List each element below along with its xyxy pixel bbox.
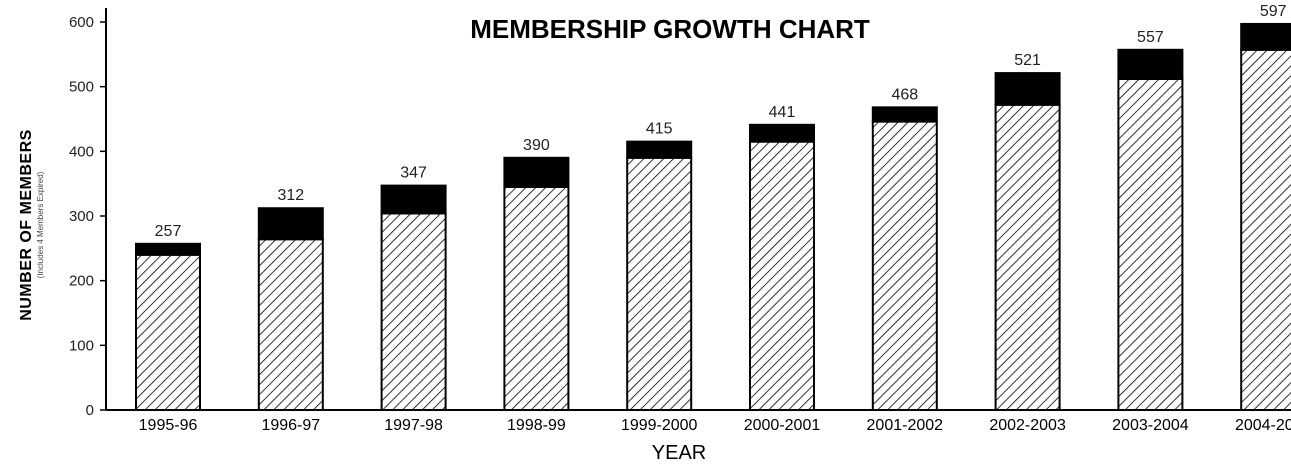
bar-segment-solid [503, 156, 570, 188]
bar-segment-hatched [135, 253, 201, 411]
bar-value-label: 415 [646, 121, 673, 138]
bar-segment-hatched [871, 120, 938, 411]
y-axis-label: NUMBER OF MEMBERS [18, 129, 35, 321]
y-tick-label: 600 [69, 14, 94, 31]
x-category-label: 2003-2004 [1112, 417, 1189, 434]
bar-value-label: 312 [277, 187, 304, 204]
value-labels: 257 312 347 390 415 441 468 521 557 597 [155, 3, 1287, 240]
y-axis-sublabel: (Includes 4 Members Expired) [36, 171, 45, 278]
bar-segment-hatched [994, 103, 1061, 411]
x-category-label: 2000-2001 [744, 417, 821, 434]
bar-value-label: 390 [523, 137, 550, 154]
x-category-label: 1998-99 [507, 417, 566, 434]
y-tick-label: 300 [69, 208, 94, 225]
x-category-label: 2002-2003 [989, 417, 1066, 434]
bar-segment-solid [380, 184, 447, 215]
y-axis-label-group: NUMBER OF MEMBERS (Includes 4 Members Ex… [18, 129, 45, 321]
y-tick-label: 0 [86, 402, 94, 419]
bar-segment-solid [871, 106, 938, 123]
x-category-label: 1995-96 [139, 417, 198, 434]
category-labels: 1995-96 1996-97 1997-98 1998-99 1999-2000 200… [139, 417, 1291, 434]
bar-value-label: 597 [1260, 3, 1287, 20]
bar-segment-solid [1117, 48, 1184, 80]
bar-segment-solid [135, 242, 201, 256]
bar-value-label: 441 [769, 104, 796, 121]
bar-segment-solid [994, 72, 1061, 106]
y-tick-label: 500 [69, 79, 94, 96]
x-category-label: 2001-2002 [867, 417, 944, 434]
y-tick-label: 400 [69, 143, 94, 160]
y-ticks: 0 100 200 300 400 500 600 [69, 14, 106, 419]
x-category-label: 1997-98 [384, 417, 443, 434]
bar-segment-hatched [380, 212, 447, 411]
bar-segment-hatched [1117, 77, 1184, 411]
bar-value-label: 347 [400, 165, 427, 182]
bar-segment-solid [749, 123, 815, 143]
bars [135, 22, 1291, 411]
bar-value-label: 468 [891, 86, 918, 103]
x-category-label: 1996-97 [261, 417, 320, 434]
x-category-label: 1999-2000 [621, 417, 698, 434]
x-axis-label: YEAR [652, 442, 706, 464]
bar-segment-hatched [749, 140, 815, 411]
bar-segment-solid [626, 140, 693, 159]
bar-value-label: 557 [1137, 29, 1164, 46]
bar-segment-solid [1240, 22, 1291, 51]
y-tick-label: 200 [69, 273, 94, 290]
chart-title: MEMBERSHIP GROWTH CHART [470, 14, 870, 44]
bar-segment-hatched [626, 156, 693, 411]
bar-segment-hatched [1240, 48, 1291, 411]
bar-segment-hatched [257, 238, 324, 411]
y-tick-label: 100 [69, 337, 94, 354]
bar-value-label: 521 [1014, 52, 1041, 69]
bar-segment-hatched [503, 185, 570, 411]
bar-segment-solid [257, 207, 324, 241]
bar-value-label: 257 [155, 223, 182, 240]
x-category-label: 2004-2005 [1235, 417, 1291, 434]
